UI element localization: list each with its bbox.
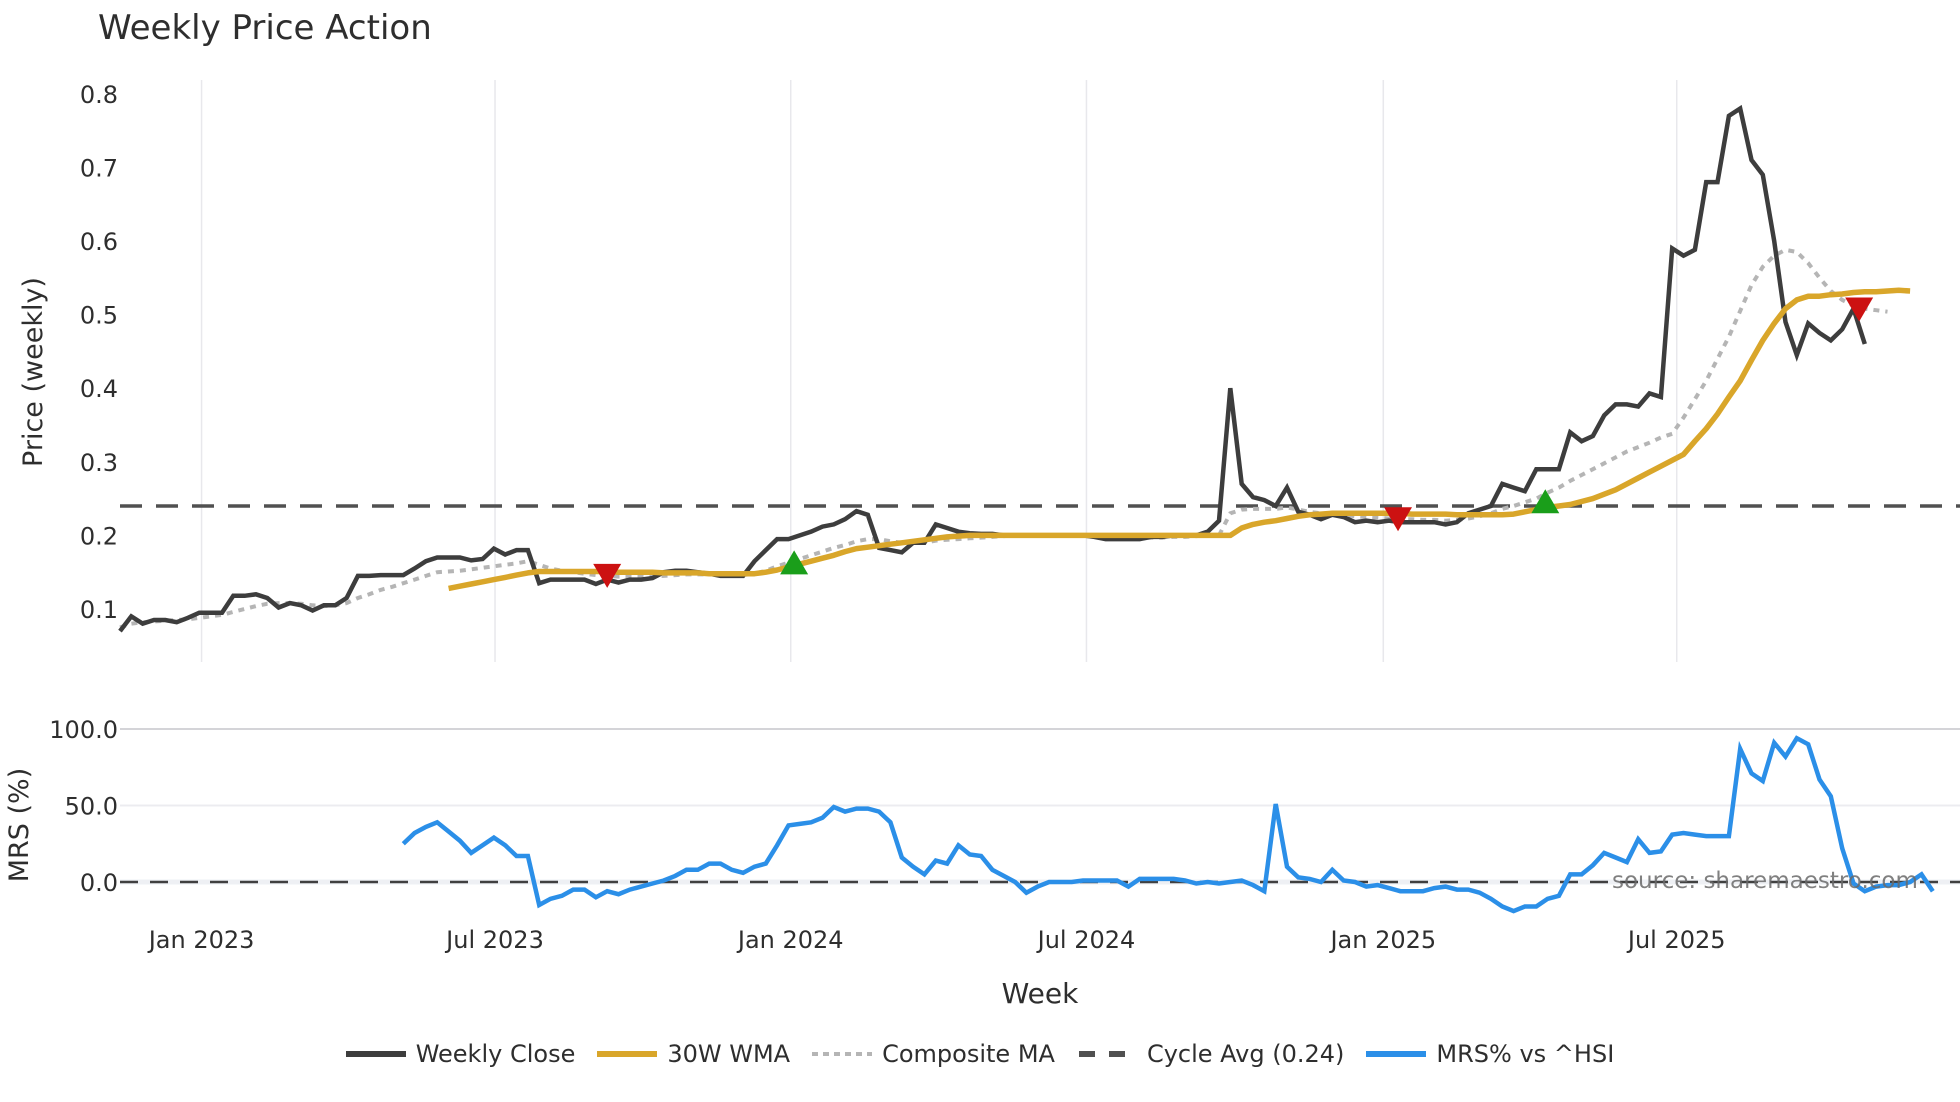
legend-label: Weekly Close	[415, 1040, 576, 1068]
x-axis-ticks: Jan 2023 Jul 2023 Jan 2024 Jul 2024 Jan 2025…	[147, 926, 1726, 954]
mrs-plot	[401, 735, 1935, 914]
buy-signal-marker-icon	[780, 550, 809, 575]
price-ytick-label: 0.2	[80, 522, 118, 550]
price-ytick-label: 0.6	[80, 228, 118, 256]
legend-label: Cycle Avg (0.24)	[1146, 1040, 1345, 1068]
sell-signal-marker-icon	[1845, 297, 1874, 322]
mrs-y-axis-ticks: 0.0 50.0 100.0	[49, 716, 118, 897]
x-tick-label: Jan 2023	[147, 926, 255, 954]
x-tick-label: Jul 2025	[1626, 926, 1726, 954]
price-plot	[118, 104, 1960, 633]
price-ytick-label: 0.5	[80, 302, 118, 330]
weekly-close-line	[118, 104, 1867, 633]
price-y-axis-label: Price (weekly)	[18, 277, 49, 467]
price-ytick-label: 0.3	[80, 449, 118, 477]
sell-signal-marker-icon	[1384, 507, 1413, 532]
mrs-gridlines	[120, 728, 1960, 885]
legend: Weekly Close 30W WMA Composite MA Cycle Avg…	[0, 1034, 1960, 1074]
legend-item-mrs: MRS% vs ^HSI	[1366, 1040, 1614, 1068]
x-axis-label: Week	[1002, 977, 1079, 1010]
price-ytick-label: 0.7	[80, 154, 118, 182]
x-tick-label: Jan 2025	[1328, 926, 1436, 954]
legend-swatch-icon	[812, 1052, 873, 1056]
legend-label: Composite MA	[882, 1040, 1055, 1068]
legend-item-weekly-close: Weekly Close	[345, 1040, 576, 1068]
legend-item-composite-ma: Composite MA	[812, 1040, 1055, 1068]
legend-label: 30W WMA	[667, 1040, 791, 1068]
chart-title: Weekly Price Action	[98, 8, 432, 48]
signal-markers	[593, 297, 1874, 588]
sell-signal-marker-icon	[593, 563, 622, 588]
legend-item-wma30: 30W WMA	[597, 1040, 790, 1068]
price-gridlines	[200, 80, 1678, 662]
legend-swatch-icon	[1366, 1051, 1427, 1057]
legend-swatch-icon	[345, 1051, 406, 1057]
price-ytick-label: 0.8	[80, 81, 118, 109]
price-ytick-label: 0.4	[80, 375, 118, 403]
x-tick-label: Jul 2023	[444, 926, 544, 954]
legend-swatch-icon	[597, 1051, 658, 1057]
composite-ma-line	[119, 247, 1888, 630]
mrs-y-axis-label: MRS (%)	[4, 768, 35, 883]
mrs-line	[401, 735, 1935, 914]
source-watermark: source: sharemaestro.com	[1612, 868, 1918, 894]
price-ytick-label: 0.1	[80, 596, 118, 624]
buy-signal-marker-icon	[1531, 489, 1560, 514]
mrs-ytick-label: 50.0	[65, 793, 118, 821]
mrs-ytick-label: 0.0	[80, 869, 118, 897]
mrs-ytick-label: 100.0	[49, 716, 118, 744]
legend-label: MRS% vs ^HSI	[1436, 1040, 1615, 1068]
x-tick-label: Jul 2024	[1036, 926, 1136, 954]
legend-item-cycle-avg: Cycle Avg (0.24)	[1077, 1040, 1344, 1068]
price-y-axis-ticks: 0.1 0.2 0.3 0.4 0.5 0.6 0.7 0.8	[80, 81, 118, 624]
wma30-line	[448, 287, 1911, 592]
legend-swatch-icon	[1078, 1051, 1137, 1057]
x-tick-label: Jan 2024	[736, 926, 844, 954]
